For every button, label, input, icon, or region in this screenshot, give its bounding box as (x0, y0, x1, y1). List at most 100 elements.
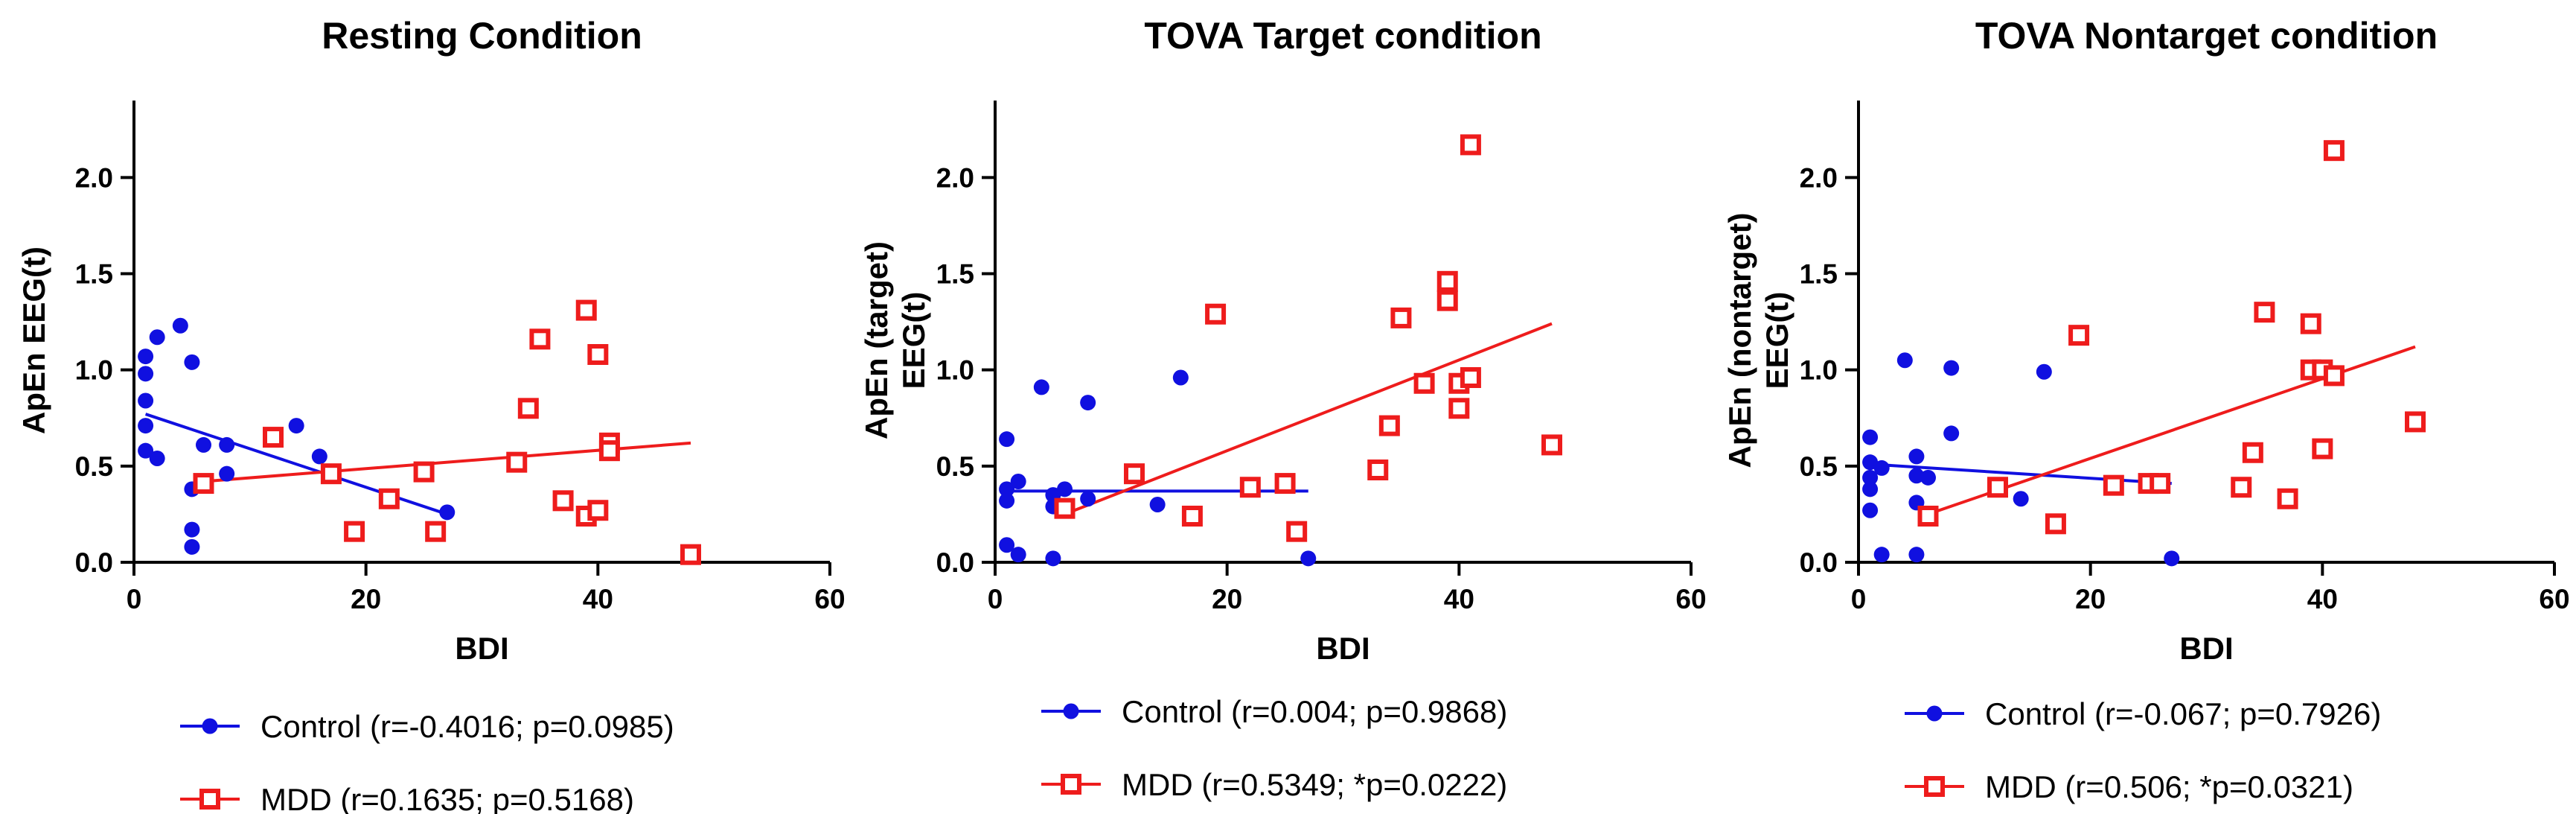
data-point-control (1300, 550, 1317, 567)
y-axis-label-line: EEG(t) (1760, 292, 1794, 389)
data-point-control (439, 504, 456, 521)
y-tick-label: 0.5 (936, 451, 974, 482)
y-axis-label-line: ApEn (nontarget) (1722, 213, 1757, 468)
data-point-control (1908, 448, 1925, 465)
data-point-mdd (320, 463, 342, 485)
y-tick-label: 2.0 (1800, 162, 1838, 193)
data-point-control (1920, 469, 1936, 486)
data-point-mdd (552, 490, 574, 512)
data-point-mdd (425, 521, 447, 542)
data-point-mdd (506, 451, 528, 473)
legend-marker (1926, 705, 1943, 722)
data-point-mdd (2103, 474, 2124, 496)
y-tick-label: 1.0 (75, 355, 113, 386)
data-point-mdd (413, 461, 435, 483)
y-axis-label-line: ApEn (target) (859, 241, 894, 439)
legend: Control (r=0.004; p=0.9868) MDD (r=0.5349… (1041, 694, 1507, 802)
y-axis-label-line: ApEn EEG(t) (16, 247, 51, 434)
data-point-mdd (517, 398, 539, 419)
data-point-control (999, 537, 1015, 553)
data-point-control (184, 354, 200, 370)
x-tick-label: 60 (2539, 584, 2569, 614)
data-point-mdd (1378, 415, 1400, 436)
legend: Control (r=-0.4016; p=0.0985) MDD (r=0.16… (180, 709, 674, 814)
y-axis-label: ApEn (target)EEG(t) (859, 241, 931, 439)
data-point-control (184, 538, 200, 555)
data-point-control (138, 442, 154, 459)
x-tick-label: 0 (1851, 584, 1867, 614)
chart-title: TOVA Target condition (1144, 15, 1541, 57)
x-axis-label: BDI (2179, 631, 2233, 666)
data-point-mdd (587, 344, 609, 365)
data-point-control (311, 448, 327, 465)
data-point-mdd (2242, 442, 2263, 463)
data-point-control (999, 481, 1015, 497)
data-point-mdd (1460, 134, 1481, 156)
y-tick-label: 2.0 (936, 162, 974, 193)
chart-title: TOVA Nontarget condition (1975, 15, 2438, 57)
data-point-mdd (2150, 473, 2171, 495)
chart-title: Resting Condition (322, 15, 642, 57)
data-point-control (1149, 497, 1166, 512)
data-point-control (1080, 395, 1096, 411)
data-point-control (2164, 550, 2180, 567)
data-point-control (1896, 352, 1913, 369)
data-point-mdd (1239, 477, 1261, 498)
x-tick-label: 40 (2307, 584, 2338, 614)
legend-label: MDD (r=0.5349; *p=0.0222) (1122, 767, 1507, 802)
data-point-mdd (1286, 521, 1308, 542)
data-point-control (1873, 547, 1890, 563)
data-point-control (1862, 469, 1879, 486)
data-point-mdd (1460, 367, 1481, 388)
data-point-mdd (1987, 477, 2008, 498)
data-point-control (219, 465, 235, 482)
data-point-control (999, 431, 1015, 448)
data-point-mdd (1274, 473, 1296, 495)
data-point-mdd (2068, 325, 2090, 346)
legend-label: MDD (r=0.1635; p=0.5168) (261, 782, 634, 814)
data-point-mdd (1917, 506, 1939, 527)
legend-marker (1063, 703, 1079, 719)
data-point-control (1862, 454, 1879, 471)
legend-marker (1061, 774, 1081, 795)
data-point-control (1908, 547, 1925, 563)
data-point-mdd (2323, 140, 2345, 162)
data-point-mdd (529, 328, 551, 350)
data-point-control (1045, 550, 1061, 567)
x-axis-label: BDI (1316, 631, 1370, 666)
data-point-control (999, 492, 1015, 509)
data-point-mdd (1390, 307, 1412, 328)
data-point-mdd (344, 521, 365, 542)
regression-line-mdd (1064, 322, 1553, 516)
data-point-mdd (2405, 411, 2426, 433)
x-tick-label: 0 (988, 584, 1003, 614)
data-point-mdd (680, 544, 701, 565)
data-point-control (138, 392, 154, 409)
data-point-mdd (2045, 513, 2066, 535)
y-tick-label: 0.0 (75, 547, 113, 578)
legend-marker (202, 718, 218, 734)
data-point-control (288, 418, 304, 434)
data-point-mdd (2231, 477, 2252, 498)
y-tick-label: 1.5 (75, 259, 113, 290)
data-point-control (1873, 460, 1890, 476)
chart-panel-2: TOVA Target condition 0 20 40 60 0.0 0.5 1.0 1.5… (859, 15, 1707, 802)
data-point-mdd (1181, 506, 1203, 527)
data-point-control (1057, 481, 1073, 497)
x-tick-label: 40 (583, 584, 613, 614)
data-point-control (1010, 474, 1026, 489)
data-point-mdd (263, 427, 284, 448)
data-point-mdd (2300, 313, 2321, 334)
legend-label: Control (r=0.004; p=0.9868) (1122, 694, 1507, 729)
data-point-mdd (2254, 302, 2275, 323)
y-tick-label: 1.0 (1800, 355, 1838, 386)
data-point-control (1033, 379, 1049, 395)
data-point-mdd (1448, 398, 1470, 419)
legend-marker (199, 789, 220, 810)
y-tick-label: 1.0 (936, 355, 974, 386)
data-point-control (1172, 369, 1189, 386)
legend-label: Control (r=-0.4016; p=0.0985) (261, 709, 674, 744)
data-point-mdd (193, 473, 214, 495)
y-tick-label: 0.5 (75, 451, 113, 482)
